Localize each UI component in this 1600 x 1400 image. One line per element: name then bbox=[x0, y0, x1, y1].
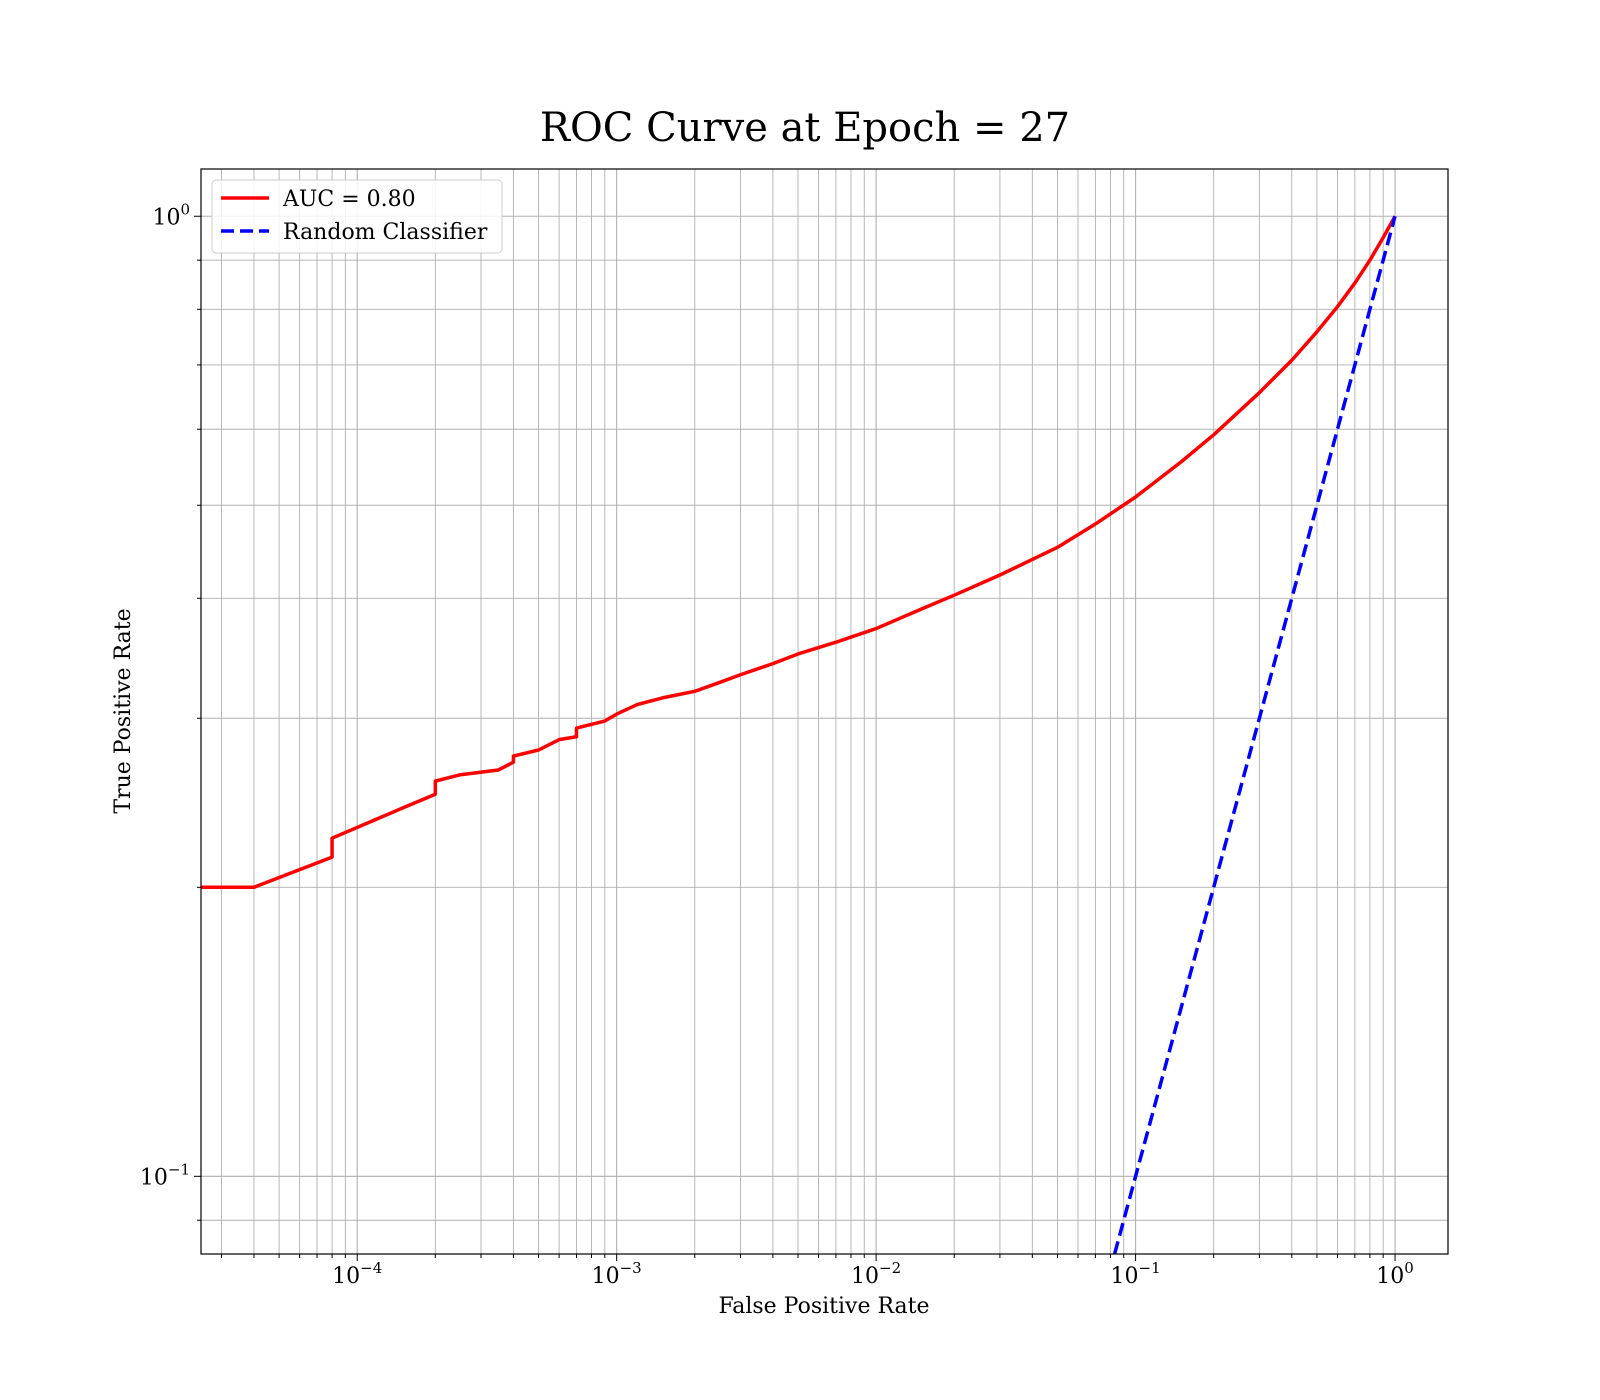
roc-curve-line bbox=[201, 215, 1397, 890]
x-tick-label: 10−2 bbox=[851, 1259, 901, 1289]
y-tick-label: 100 bbox=[152, 200, 190, 230]
plot-frame bbox=[200, 168, 1449, 1255]
random-classifier-line bbox=[1112, 215, 1397, 1255]
legend-label-random: Random Classifier bbox=[283, 220, 488, 245]
axis-ticks: 10−4 10−3 10−2 10−1 100 10−1 100 bbox=[140, 200, 1414, 1289]
legend-label-auc: AUC = 0.80 bbox=[282, 187, 416, 212]
x-tick-label: 10−1 bbox=[1111, 1259, 1161, 1289]
x-axis-label: False Positive Rate bbox=[718, 1294, 929, 1319]
y-tick-label: 10−1 bbox=[140, 1160, 190, 1190]
x-tick-label: 100 bbox=[1376, 1259, 1414, 1289]
legend-box bbox=[211, 179, 503, 254]
legend: AUC = 0.80 Random Classifier bbox=[211, 179, 503, 254]
chart-title: ROC Curve at Epoch = 27 bbox=[540, 105, 1070, 151]
grid-lines bbox=[201, 169, 1448, 1254]
x-tick-label: 10−3 bbox=[592, 1259, 642, 1289]
x-tick-label: 10−4 bbox=[332, 1259, 382, 1289]
y-axis-label: True Positive Rate bbox=[111, 608, 136, 813]
series-lines bbox=[201, 215, 1397, 1255]
